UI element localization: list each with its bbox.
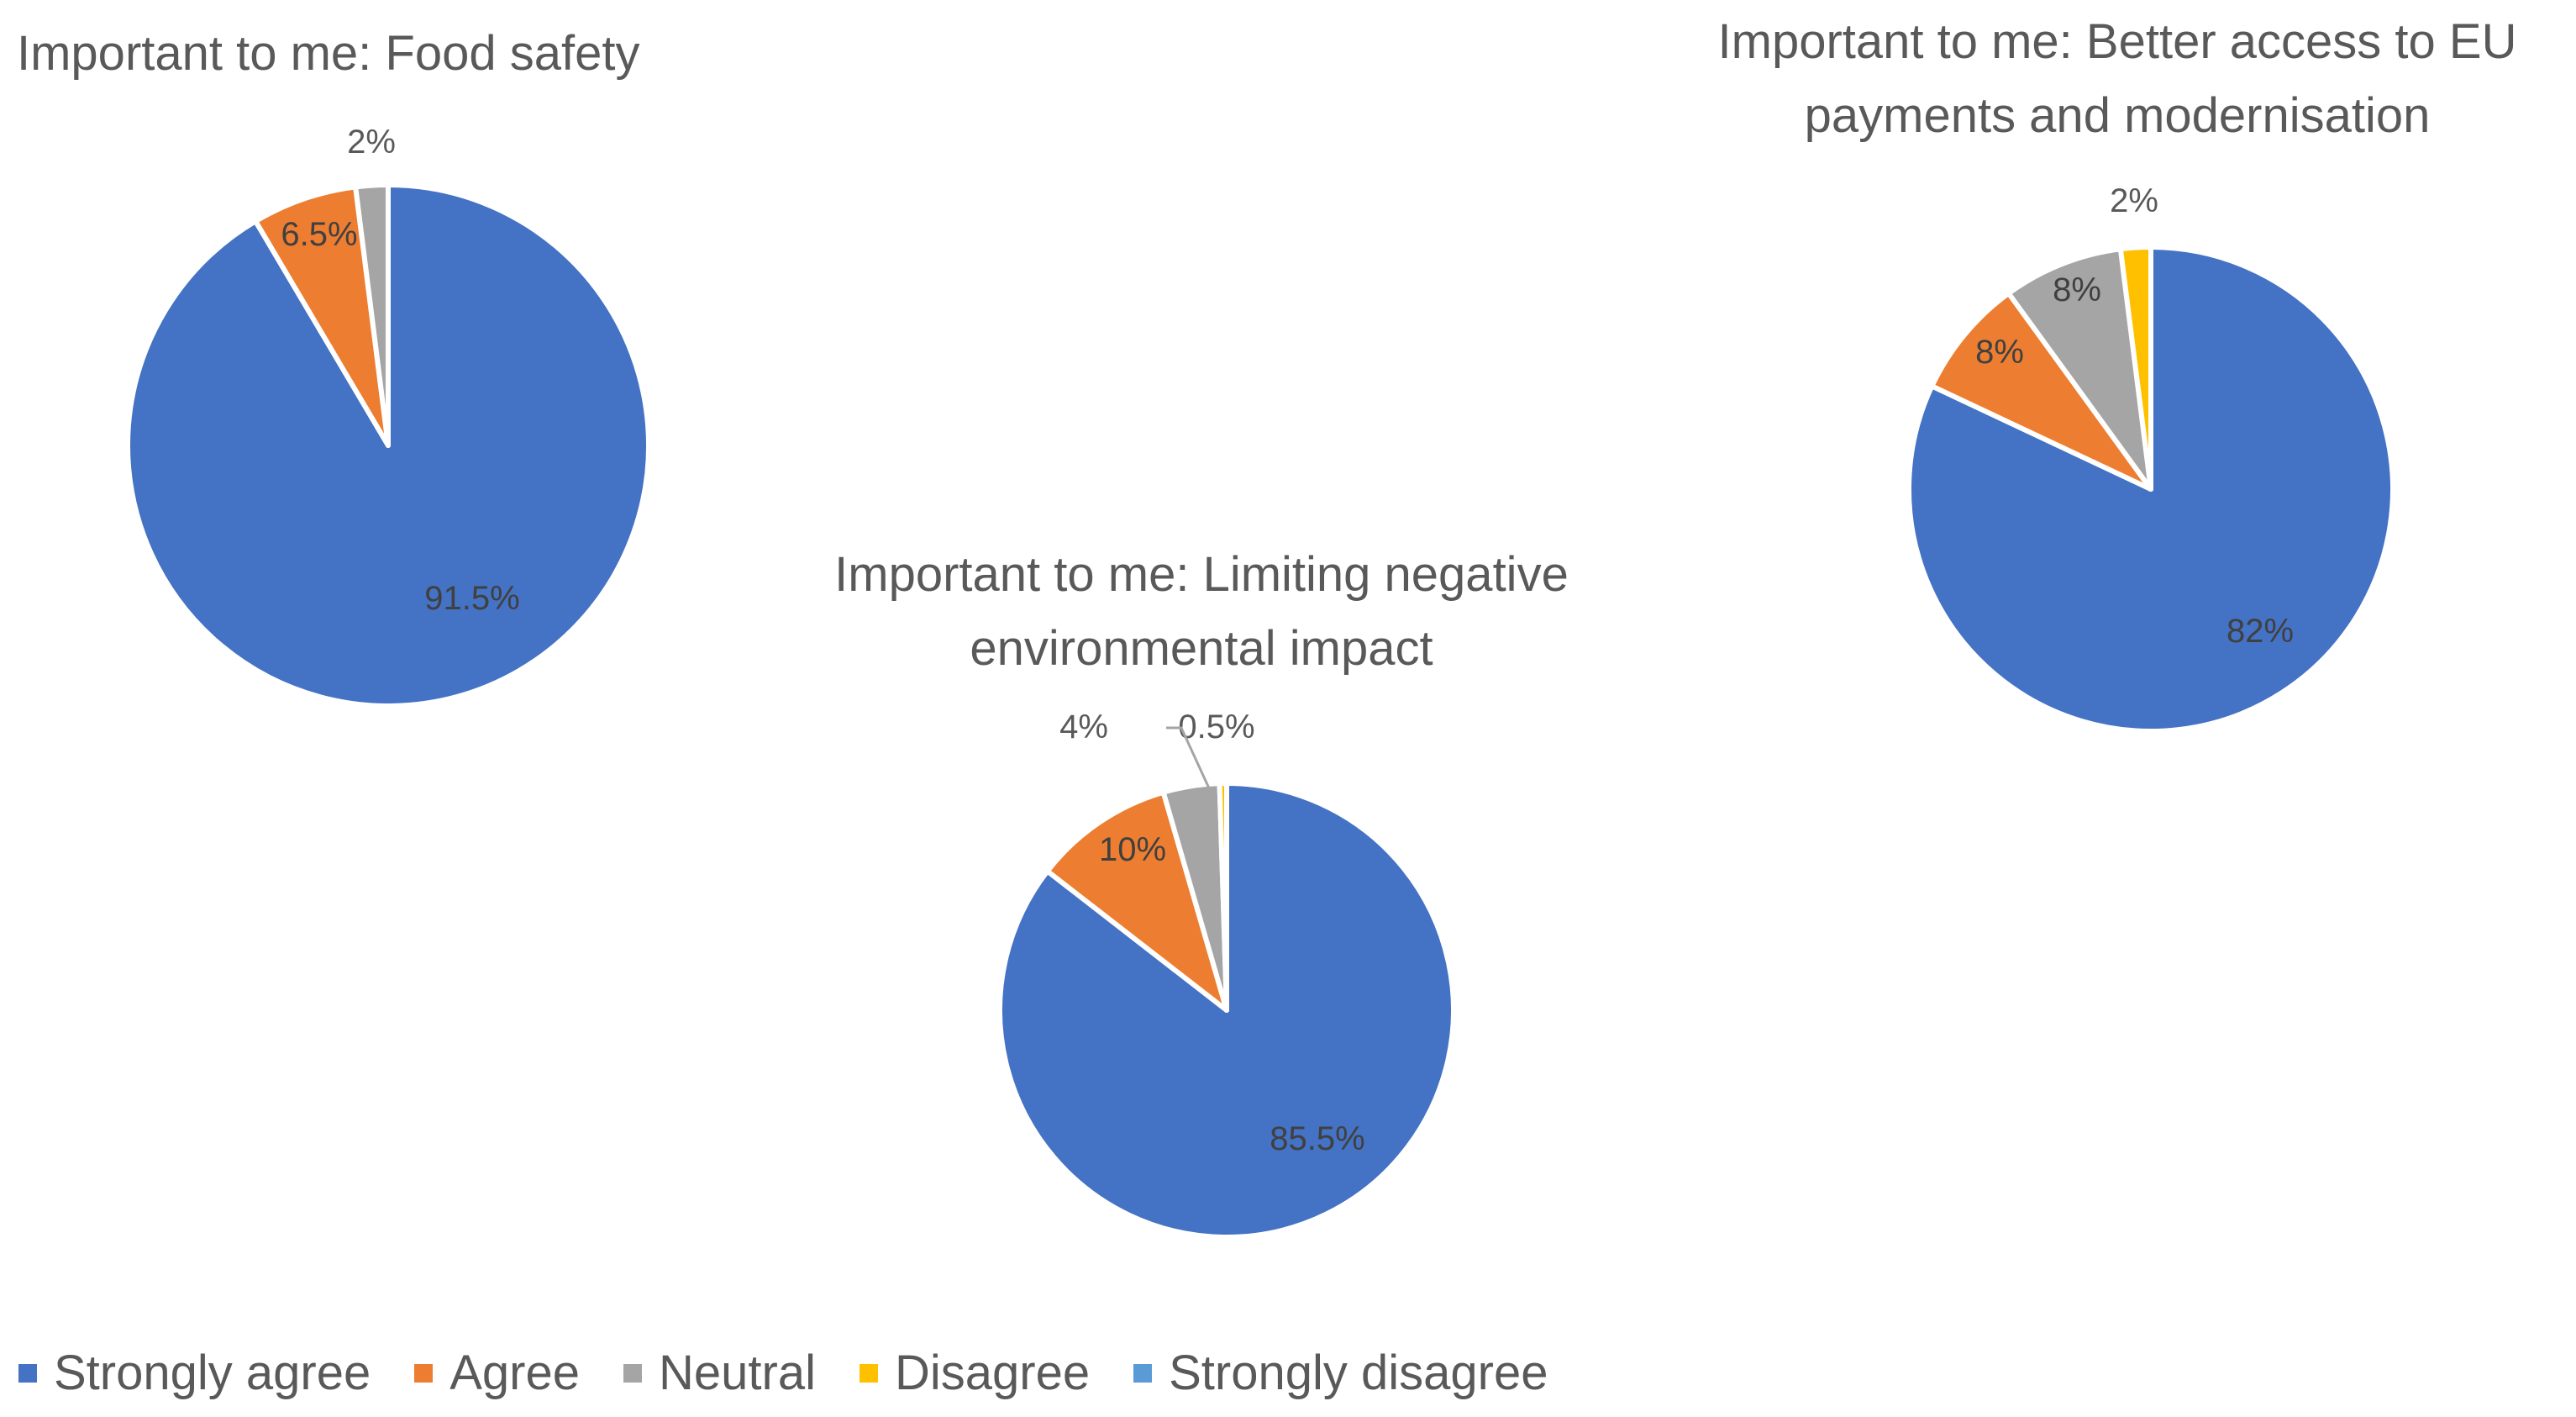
legend-label: Strongly disagree xyxy=(1169,1346,1548,1400)
chart-title-line: environmental impact xyxy=(970,621,1433,676)
pie-slice-disagree xyxy=(1217,780,1229,1013)
legend-label: Strongly agree xyxy=(54,1346,371,1400)
chart-title-environmental-impact: Important to me: Limiting negative envir… xyxy=(739,538,1664,686)
data-label: 10% xyxy=(1099,831,1166,868)
data-label: 82% xyxy=(2226,613,2294,650)
legend-item-disagree: Disagree xyxy=(860,1345,1090,1401)
data-label: 8% xyxy=(1975,334,2024,371)
legend-item-strongly-disagree: Strongly disagree xyxy=(1133,1345,1548,1401)
chart-legend: Strongly agree Agree Neutral Disagree St… xyxy=(18,1345,1592,1401)
chart-title-line: payments and modernisation xyxy=(1804,88,2431,143)
legend-swatch xyxy=(623,1363,643,1383)
chart-title-line: Important to me: Limiting negative xyxy=(834,547,1569,602)
legend-swatch xyxy=(414,1363,434,1383)
legend-swatch xyxy=(18,1363,37,1383)
data-label: 4% xyxy=(1059,708,1108,745)
pie-slice-agree xyxy=(1929,291,2153,492)
pie-slice-disagree xyxy=(2117,245,2153,492)
data-label: 91.5% xyxy=(424,580,519,617)
pie-slice-neutral xyxy=(2006,246,2153,492)
data-label: 85.5% xyxy=(1270,1120,1364,1157)
legend-label: Disagree xyxy=(895,1346,1091,1400)
chart-title-line: Important to me: Better access to EU xyxy=(1717,14,2517,69)
pie-slice-neutral xyxy=(353,182,391,448)
data-label: 0.5% xyxy=(1178,708,1254,745)
leader-line xyxy=(1166,726,1212,791)
data-label: 2% xyxy=(2110,182,2158,219)
pie-slice-agree xyxy=(1044,789,1229,1013)
legend-label: Agree xyxy=(449,1346,581,1400)
legend-item-neutral: Neutral xyxy=(623,1345,816,1401)
data-label: 8% xyxy=(2053,271,2101,308)
legend-swatch xyxy=(1133,1363,1153,1383)
legend-item-strongly-agree: Strongly agree xyxy=(18,1345,371,1401)
legend-label: Neutral xyxy=(659,1346,816,1400)
data-label: 6.5% xyxy=(281,216,357,253)
legend-item-agree: Agree xyxy=(414,1345,580,1401)
chart-title-food-safety: Important to me: Food safety xyxy=(17,26,640,81)
data-label: 2% xyxy=(347,124,396,161)
chart-title-eu-payments: Important to me: Better access to EU pay… xyxy=(1655,5,2576,153)
legend-swatch xyxy=(860,1363,878,1383)
